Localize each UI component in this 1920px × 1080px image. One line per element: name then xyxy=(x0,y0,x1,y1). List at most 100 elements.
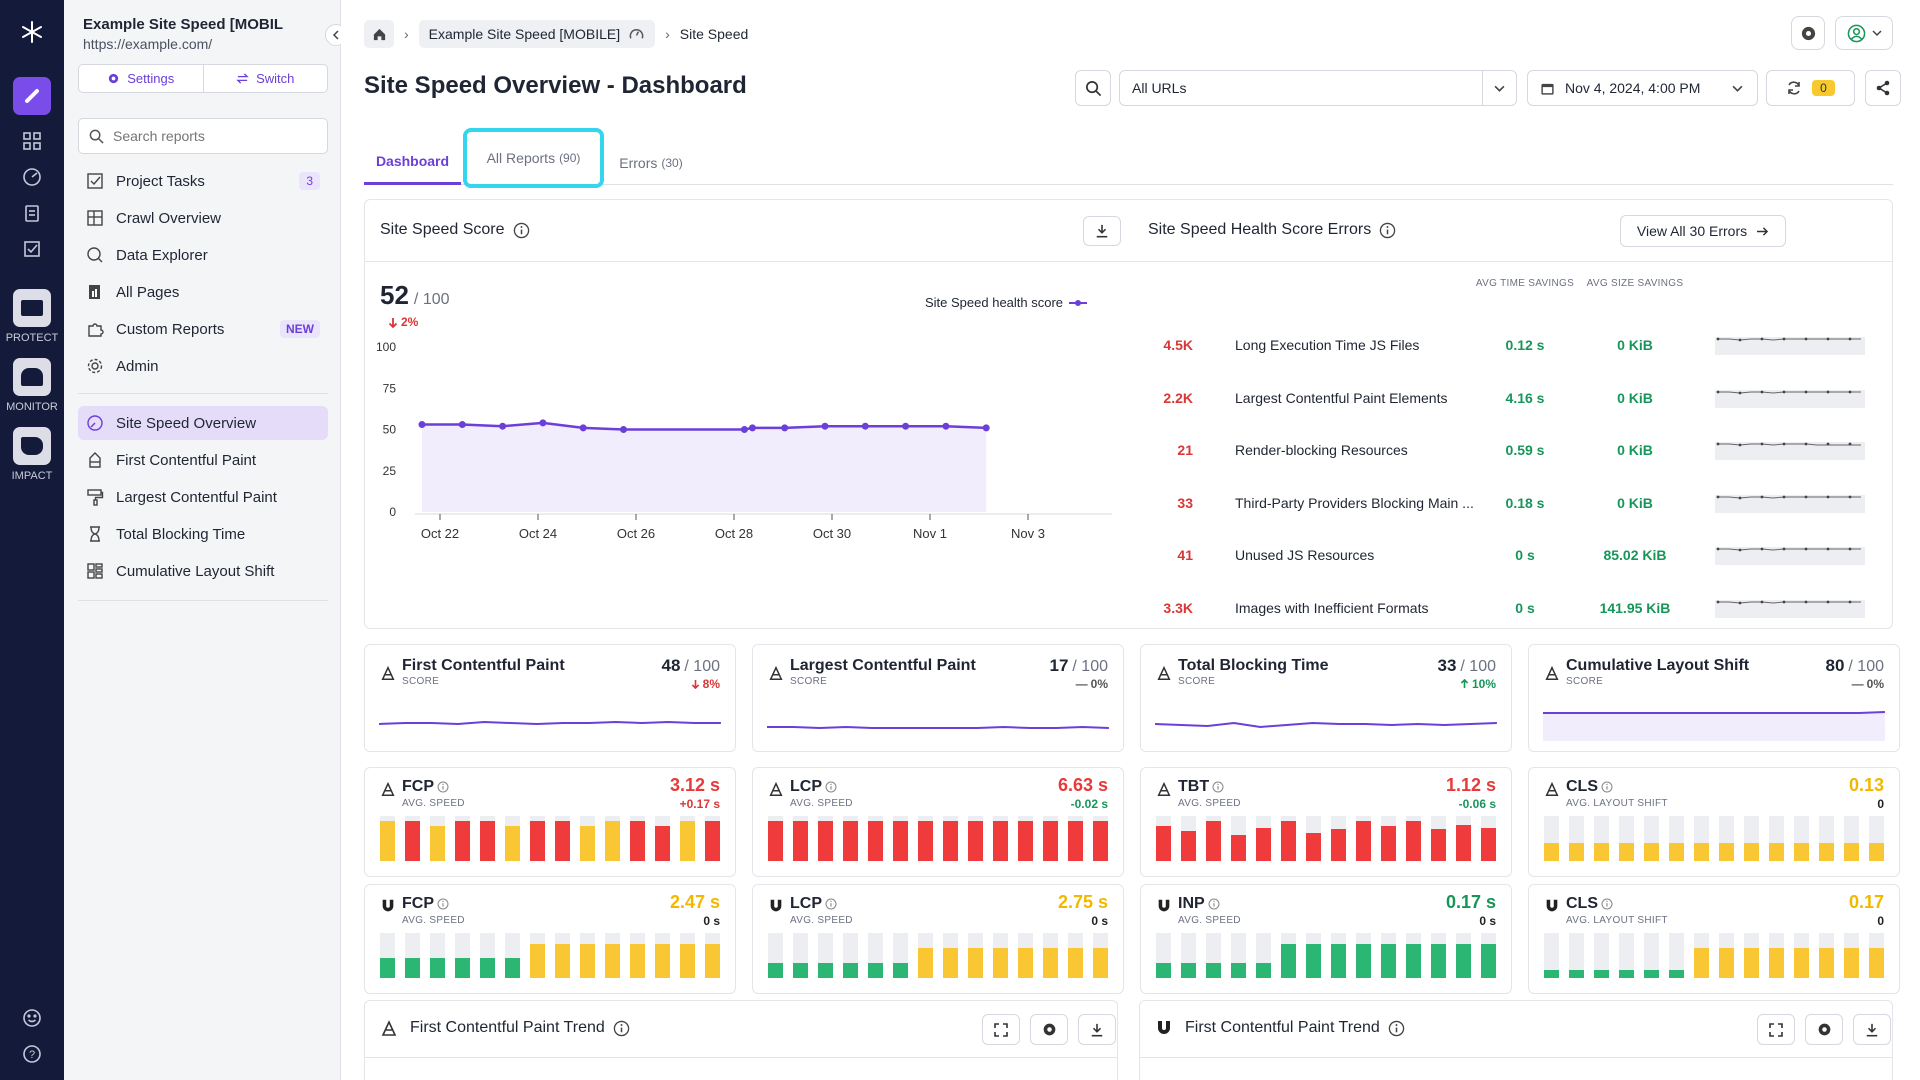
metric-bar[interactable] xyxy=(1356,821,1371,861)
sidebar-item-all-pages[interactable]: All Pages xyxy=(78,275,328,309)
sidebar-item-project-tasks[interactable]: Project Tasks 3 xyxy=(78,164,328,198)
metric-bar[interactable] xyxy=(1644,843,1659,861)
metric-bar[interactable] xyxy=(793,821,808,861)
breadcrumb-project[interactable]: Example Site Speed [MOBILE] xyxy=(418,20,656,48)
metric-bar[interactable] xyxy=(605,944,620,978)
metric-bar[interactable] xyxy=(1331,944,1346,978)
metric-bar[interactable] xyxy=(380,958,395,978)
score-point[interactable] xyxy=(982,424,990,432)
metric-bar[interactable] xyxy=(1206,963,1221,978)
error-row[interactable]: 3.3K Images with Inefficient Formats 0 s 14… xyxy=(1148,588,1868,628)
info-icon[interactable] xyxy=(513,222,530,239)
metric-bar[interactable] xyxy=(1381,826,1396,861)
sidebar-item-custom-reports[interactable]: Custom Reports NEW xyxy=(78,312,328,346)
chart-settings-button[interactable] xyxy=(1030,1014,1068,1045)
metric-bar[interactable] xyxy=(918,948,933,978)
metric-bar[interactable] xyxy=(1406,944,1421,978)
metric-bar[interactable] xyxy=(1869,843,1884,861)
metric-bar[interactable] xyxy=(1043,821,1058,861)
metric-bar[interactable] xyxy=(893,963,908,978)
help-icon[interactable]: ? xyxy=(0,1044,64,1064)
score-point[interactable] xyxy=(539,419,547,427)
metric-bar[interactable] xyxy=(968,948,983,978)
metric-bar[interactable] xyxy=(1043,948,1058,978)
clipboard-icon[interactable] xyxy=(0,203,64,223)
metric-bar[interactable] xyxy=(1644,970,1659,978)
metric-bar[interactable] xyxy=(993,948,1008,978)
metric-bar[interactable] xyxy=(430,826,445,861)
metric-bar[interactable] xyxy=(968,821,983,861)
view-all-errors-button[interactable]: View All 30 Errors xyxy=(1620,215,1786,247)
score-point[interactable] xyxy=(499,422,507,430)
metric-bar[interactable] xyxy=(843,821,858,861)
metric-bar[interactable] xyxy=(605,821,620,861)
info-icon[interactable] xyxy=(1208,898,1220,910)
info-icon[interactable] xyxy=(613,1020,630,1037)
metric-bar[interactable] xyxy=(1694,948,1709,978)
score-line-chart[interactable]: 0 25 50 75 100 Oct 22 Oct 24 Oct 26 Oct 28 Oct 30… xyxy=(365,330,1115,620)
metric-bar[interactable] xyxy=(655,826,670,861)
error-row[interactable]: 4.5K Long Execution Time JS Files 0.12 s 0 … xyxy=(1148,325,1868,365)
metric-bar[interactable] xyxy=(1481,828,1496,861)
metric-bar[interactable] xyxy=(793,963,808,978)
score-metric-card[interactable]: Largest Contentful Paint SCORE 17/ 100—0% xyxy=(752,644,1124,752)
info-icon[interactable] xyxy=(825,781,837,793)
tab-all-reports[interactable]: All Reports (90) xyxy=(463,128,604,188)
metric-bar[interactable] xyxy=(843,963,858,978)
global-settings-button[interactable] xyxy=(1791,16,1825,50)
metric-bar[interactable] xyxy=(1431,829,1446,861)
score-point[interactable] xyxy=(418,421,426,429)
metric-bar[interactable] xyxy=(1156,963,1171,978)
score-point[interactable] xyxy=(579,424,587,432)
metric-bar[interactable] xyxy=(1156,826,1171,861)
metric-bar[interactable] xyxy=(580,944,595,978)
score-point[interactable] xyxy=(942,422,950,430)
share-button[interactable] xyxy=(1865,70,1901,106)
metric-bar[interactable] xyxy=(505,958,520,978)
score-point[interactable] xyxy=(620,426,627,433)
metric-bar[interactable] xyxy=(1669,970,1684,978)
metric-bar[interactable] xyxy=(455,821,470,861)
field-metric-card[interactable]: FCP AVG. SPEED 2.47 s 0 s xyxy=(364,884,736,994)
tab-errors[interactable]: Errors (30) xyxy=(611,140,691,185)
score-metric-card[interactable]: Cumulative Layout Shift SCORE 80/ 100—0% xyxy=(1528,644,1900,752)
info-icon[interactable] xyxy=(1212,781,1224,793)
metric-bar[interactable] xyxy=(1093,948,1108,978)
info-icon[interactable] xyxy=(825,898,837,910)
metric-bar[interactable] xyxy=(530,821,545,861)
metric-bar[interactable] xyxy=(893,821,908,861)
home-button[interactable] xyxy=(364,20,394,48)
metric-bar[interactable] xyxy=(943,948,958,978)
metric-bar[interactable] xyxy=(1794,948,1809,978)
score-point[interactable] xyxy=(861,422,869,430)
metric-bar[interactable] xyxy=(1018,821,1033,861)
metric-bar[interactable] xyxy=(768,963,783,978)
sidebar-item-cls[interactable]: Cumulative Layout Shift xyxy=(78,554,328,588)
metric-bar[interactable] xyxy=(1594,843,1609,861)
refresh-button[interactable]: 0 xyxy=(1766,70,1855,106)
metric-bar[interactable] xyxy=(1068,821,1083,861)
url-filter-dropdown[interactable] xyxy=(1482,71,1516,105)
metric-bar[interactable] xyxy=(1744,843,1759,861)
rail-monitor[interactable]: MONITOR xyxy=(0,358,64,413)
metric-bar[interactable] xyxy=(818,963,833,978)
lab-metric-card[interactable]: LCP AVG. SPEED 6.63 s -0.02 s xyxy=(752,767,1124,877)
metric-bar[interactable] xyxy=(680,944,695,978)
metric-bar[interactable] xyxy=(380,821,395,861)
metric-bar[interactable] xyxy=(1569,970,1584,978)
metric-bar[interactable] xyxy=(630,944,645,978)
expand-button[interactable] xyxy=(1757,1014,1795,1045)
metric-bar[interactable] xyxy=(705,821,720,861)
metric-bar[interactable] xyxy=(1231,835,1246,861)
download-button[interactable] xyxy=(1078,1014,1116,1045)
metric-bar[interactable] xyxy=(868,963,883,978)
info-icon[interactable] xyxy=(1379,222,1396,239)
metric-bar[interactable] xyxy=(1356,944,1371,978)
error-row[interactable]: 41 Unused JS Resources 0 s 85.02 KiB xyxy=(1148,535,1868,575)
download-button[interactable] xyxy=(1853,1014,1891,1045)
smiley-icon[interactable] xyxy=(0,1008,64,1028)
lab-metric-card[interactable]: TBT AVG. SPEED 1.12 s -0.06 s xyxy=(1140,767,1512,877)
metric-bar[interactable] xyxy=(1206,821,1221,861)
lab-metric-card[interactable]: CLS AVG. LAYOUT SHIFT 0.13 0 xyxy=(1528,767,1900,877)
metric-bar[interactable] xyxy=(1844,948,1859,978)
